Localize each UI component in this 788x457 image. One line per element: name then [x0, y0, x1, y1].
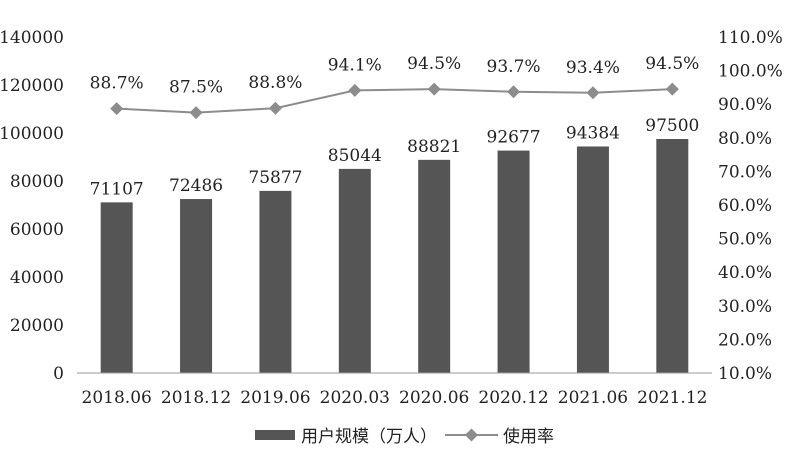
- x-axis-tick-label: 2018.06: [82, 388, 152, 408]
- bar: [497, 150, 530, 373]
- y2-axis-tick-label: 70.0%: [718, 162, 772, 182]
- y2-axis-tick-label: 30.0%: [718, 297, 772, 317]
- bar: [418, 159, 451, 373]
- line-data-labels: 88.7% 87.5% 88.8% 94.1% 94.5% 93.7% 93.4% 94.5%: [90, 54, 700, 98]
- line-series: [110, 82, 679, 120]
- legend-bar-label: 用户规模（万人）: [301, 427, 437, 447]
- line-data-label: 87.5%: [169, 78, 223, 98]
- bar-data-label: 85044: [328, 146, 382, 166]
- legend-bar-swatch: [255, 430, 295, 440]
- x-axis-tick-label: 2019.06: [240, 388, 310, 408]
- line-point: [110, 102, 124, 116]
- y-axis-tick-label: 120000: [0, 76, 64, 96]
- x-axis-tick-label: 2021.12: [637, 388, 707, 408]
- legend-diamond-marker: [465, 428, 478, 442]
- bar: [656, 139, 689, 373]
- bar-data-label: 88821: [407, 137, 461, 157]
- y-axis-tick-label: 80000: [10, 172, 64, 192]
- line-data-label: 93.4%: [566, 58, 620, 78]
- y2-axis-tick-label: 40.0%: [718, 263, 772, 283]
- y-axis-tick-label: 40000: [10, 268, 64, 288]
- line-point: [665, 82, 679, 96]
- bar: [259, 190, 292, 373]
- x-axis-tick-label: 2020.03: [320, 388, 390, 408]
- line-point: [427, 82, 441, 96]
- bar-data-label: 75877: [248, 168, 302, 188]
- y-axis-tick-label: 140000: [0, 28, 64, 48]
- line-data-label: 88.7%: [90, 74, 144, 94]
- x-axis-tick-label: 2018.12: [161, 388, 231, 408]
- y-axis-tick-label: 60000: [10, 220, 64, 240]
- bar: [180, 199, 213, 373]
- y2-axis-tick-label: 10.0%: [718, 364, 772, 384]
- line-point: [586, 86, 600, 100]
- bar-series: [100, 139, 689, 373]
- y2-axis-tick-label: 20.0%: [718, 330, 772, 350]
- bar-data-label: 94384: [566, 123, 620, 143]
- x-axis-tick-label: 2020.06: [399, 388, 469, 408]
- line-data-label: 94.5%: [645, 54, 699, 74]
- line-data-label: 94.5%: [407, 54, 461, 74]
- y-axis-tick-label: 100000: [0, 124, 64, 144]
- line-point: [189, 106, 203, 120]
- y2-axis-tick-label: 90.0%: [718, 95, 772, 115]
- y2-axis-tick-label: 110.0%: [718, 28, 783, 48]
- bar-data-label: 71107: [90, 179, 144, 199]
- y2-axis-tick-label: 80.0%: [718, 129, 772, 149]
- bar-data-labels: 71107 72486 75877 85044 88821 92677 94384 97500: [90, 116, 700, 199]
- bar: [100, 202, 133, 373]
- line-point: [268, 101, 282, 115]
- line-point: [348, 83, 362, 97]
- left-axis-ticks: 0 20000 40000 60000 80000 100000 120000 140000: [0, 28, 64, 384]
- y-axis-tick-label: 0: [53, 364, 64, 384]
- legend: 用户规模（万人） 使用率: [255, 426, 554, 447]
- bar-data-label: 97500: [645, 116, 699, 136]
- legend-line-label: 使用率: [503, 426, 554, 447]
- y-axis-tick-label: 20000: [10, 316, 64, 336]
- bar: [576, 146, 609, 373]
- y2-axis-tick-label: 100.0%: [718, 62, 783, 82]
- bar: [338, 168, 371, 373]
- line-data-label: 93.7%: [487, 57, 541, 77]
- usage-rate-line: [116, 88, 673, 114]
- y2-axis-tick-label: 60.0%: [718, 196, 772, 216]
- bar-data-label: 72486: [169, 176, 223, 196]
- line-point: [507, 85, 521, 99]
- line-data-label: 94.1%: [328, 55, 382, 75]
- x-axis-tick-label: 2021.06: [558, 388, 628, 408]
- x-axis-ticks: 2018.06 2018.12 2019.06 2020.03 2020.06 2020.…: [82, 388, 708, 408]
- y2-axis-tick-label: 50.0%: [718, 230, 772, 250]
- line-data-label: 88.8%: [248, 73, 302, 93]
- bar-data-label: 92677: [487, 128, 541, 148]
- right-axis-ticks: 10.0% 20.0% 30.0% 40.0% 50.0% 60.0% 70.0% 80.0%…: [718, 28, 783, 384]
- x-axis-tick-label: 2020.12: [478, 388, 548, 408]
